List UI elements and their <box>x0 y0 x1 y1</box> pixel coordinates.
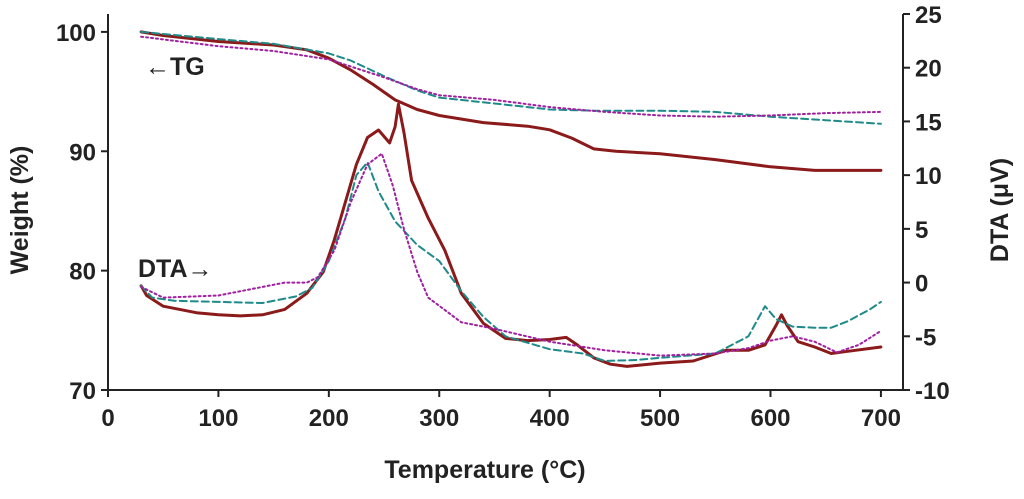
x-tick-label: 600 <box>750 405 790 432</box>
annotation-tg: ←TG <box>145 53 205 81</box>
series-layer <box>139 30 883 368</box>
y-axis-right-title: DTA (μV) <box>986 158 1014 262</box>
series-line-3 <box>139 102 883 368</box>
y-right-tick-label: 5 <box>915 217 928 244</box>
y-right-tick-label: 25 <box>915 2 942 29</box>
series-line-4 <box>140 161 882 362</box>
y-right-tick-label: -5 <box>915 324 936 351</box>
x-tick-label: 100 <box>198 405 238 432</box>
x-tick-label: 300 <box>419 405 459 432</box>
y-right-tick-label: 0 <box>915 271 928 298</box>
x-tick-label: 0 <box>101 405 114 432</box>
y-right-tick-label: -10 <box>915 378 950 405</box>
y-left-tick-label: 100 <box>56 20 96 47</box>
labels-layer: 0 100 200 300 400 500 600 700 70 80 90 100 -10 -5 0 5 10… <box>56 2 950 432</box>
y-left-tick-label: 70 <box>69 378 96 405</box>
series-line-5 <box>140 152 882 357</box>
y-right-tick-label: 10 <box>915 163 942 190</box>
y-right-tick-label: 20 <box>915 56 942 83</box>
y-axis-left-title: Weight (%) <box>6 146 34 275</box>
annotation-dta: DTA→ <box>138 255 213 283</box>
plot-frame <box>107 14 904 391</box>
y-left-tick-label: 80 <box>69 259 96 286</box>
ticks-layer <box>101 13 910 397</box>
y-right-tick-label: 15 <box>915 109 942 136</box>
x-axis-title: Temperature (°C) <box>384 456 585 484</box>
x-tick-label: 500 <box>640 405 680 432</box>
x-tick-label: 400 <box>530 405 570 432</box>
x-tick-label: 700 <box>861 405 901 432</box>
x-tick-label: 200 <box>309 405 349 432</box>
series-line-1 <box>140 30 882 125</box>
y-left-tick-label: 90 <box>69 139 96 166</box>
series-line-2 <box>140 35 882 118</box>
